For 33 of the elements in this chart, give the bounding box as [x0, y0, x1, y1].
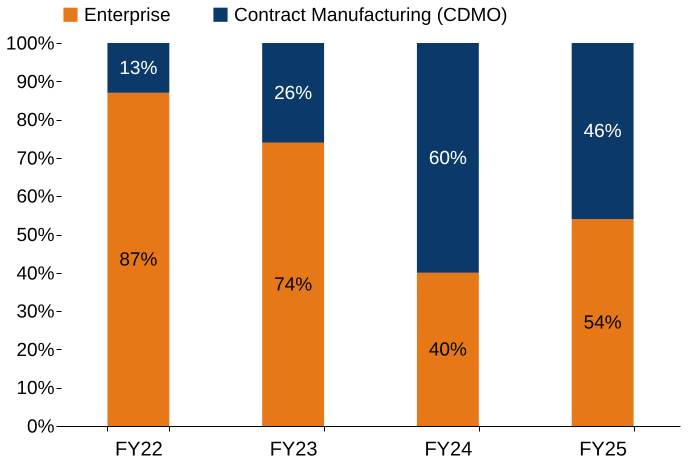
data-label: 26% [274, 82, 312, 104]
bar [416, 43, 479, 273]
data-label: 13% [119, 58, 158, 79]
x-tick-label: FY24 [424, 438, 472, 460]
data-label: 40% [428, 339, 467, 360]
data-label: 54% [584, 312, 622, 334]
x-tick-label: FY22 [114, 438, 163, 460]
data-label: 87% [119, 249, 158, 270]
y-tick-label: 40% [16, 263, 55, 284]
data-label: 74% [274, 274, 312, 296]
y-tick-label: 10% [16, 378, 55, 400]
x-tick-label: FY23 [270, 438, 318, 460]
y-tick-label: 100% [6, 34, 55, 54]
y-tick-label: 70% [16, 148, 55, 170]
bar [107, 43, 170, 93]
legend-label: Contract Manufacturing (CDMO) [234, 4, 508, 26]
bar [262, 142, 324, 426]
y-tick-label: 50% [16, 225, 55, 246]
y-tick-label: 80% [16, 110, 55, 132]
bar [107, 92, 170, 426]
y-tick-label: 30% [16, 302, 55, 323]
y-tick-label: 60% [16, 186, 55, 208]
x-tick-label: FY25 [579, 438, 628, 460]
y-tick-label: 0% [27, 416, 55, 438]
data-label: 46% [584, 121, 622, 142]
y-tick-label: 20% [16, 340, 55, 361]
bar [262, 43, 324, 143]
bar [572, 219, 634, 426]
legend-label: Enterprise [84, 4, 171, 26]
bar [416, 272, 479, 426]
data-label: 60% [428, 148, 467, 169]
bar [572, 43, 634, 220]
y-tick-label: 90% [16, 72, 55, 93]
